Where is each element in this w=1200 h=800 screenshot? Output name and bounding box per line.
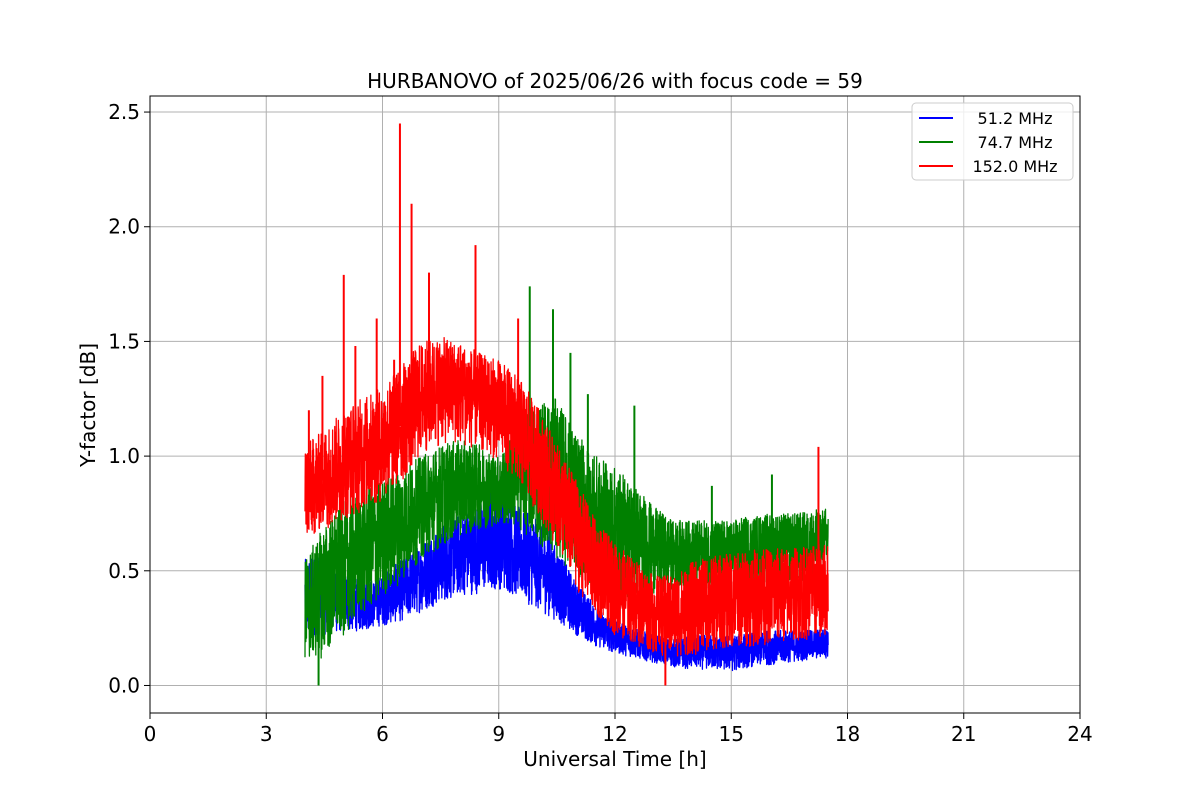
x-tick-label: 3	[260, 722, 273, 746]
x-tick-label: 24	[1067, 722, 1092, 746]
legend-label: 74.7 MHz	[978, 133, 1053, 152]
x-tick-label: 9	[492, 722, 505, 746]
y-tick-label: 0.0	[108, 673, 140, 697]
x-tick-label: 12	[602, 722, 627, 746]
x-tick-label: 0	[144, 722, 157, 746]
plot-area	[304, 123, 829, 686]
legend-box	[911, 102, 1074, 181]
y-tick-label: 1.5	[108, 329, 140, 353]
x-tick-label: 21	[951, 722, 976, 746]
y-axis-title: Y-factor [dB]	[76, 343, 100, 468]
legend-label: 152.0 MHz	[972, 157, 1057, 176]
y-tick-label: 2.5	[108, 100, 140, 124]
x-axis: 0 3 6 9 12 15 18 21 24	[144, 713, 1093, 746]
series-line	[304, 498, 829, 672]
x-axis-title: Universal Time [h]	[523, 747, 706, 771]
x-tick-label: 6	[376, 722, 389, 746]
legend-label: 51.2 MHz	[978, 109, 1053, 128]
x-tick-label: 15	[719, 722, 744, 746]
y-tick-label: 1.0	[108, 444, 140, 468]
series-line	[304, 337, 829, 657]
y-axis: 0.0 0.5 1.0 1.5 2.0 2.5	[108, 100, 150, 697]
series-152-0-mhz	[304, 123, 829, 686]
chart-title: HURBANOVO of 2025/06/26 with focus code …	[367, 69, 863, 93]
x-tick-label: 18	[835, 722, 860, 746]
y-tick-label: 2.0	[108, 215, 140, 239]
y-tick-label: 0.5	[108, 559, 140, 583]
legend: 51.2 MHz 74.7 MHz 152.0 MHz	[911, 102, 1074, 181]
